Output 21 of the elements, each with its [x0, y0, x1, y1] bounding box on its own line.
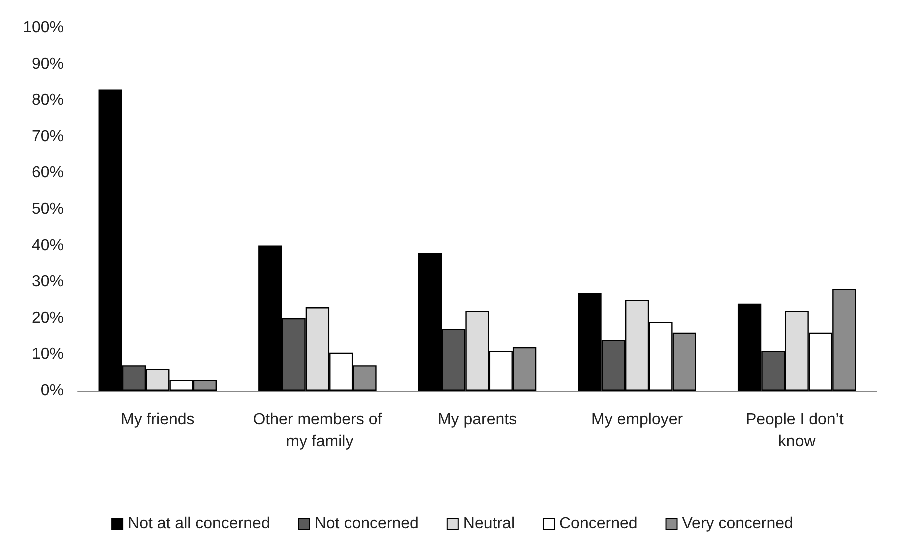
legend-label: Neutral	[463, 516, 515, 532]
legend-label: Very concerned	[682, 516, 794, 532]
y-tick-label: 40%	[32, 237, 64, 254]
y-tick-label: 20%	[32, 310, 64, 327]
legend-label: Not concerned	[314, 516, 419, 532]
y-tick-label: 80%	[32, 92, 64, 110]
legend-label: Not at all concerned	[128, 516, 270, 532]
y-tick-label: 30%	[32, 274, 64, 291]
y-tick-label: 10%	[32, 346, 64, 364]
y-tick-label: 50%	[32, 201, 64, 218]
y-tick-label: 0%	[40, 382, 64, 400]
x-tick-label: Other members of my family	[253, 412, 383, 450]
x-tick-label: My employer	[592, 412, 684, 428]
x-tick-label: My friends	[121, 412, 195, 428]
y-tick-label: 90%	[32, 56, 64, 73]
y-tick-label: 60%	[32, 164, 64, 182]
x-tick-label: People I don’t know	[746, 412, 848, 450]
legend-label: Concerned	[559, 516, 638, 532]
y-tick-label: 70%	[32, 128, 64, 146]
y-tick-label: 100%	[23, 20, 64, 36]
x-tick-label: My parents	[438, 412, 518, 428]
